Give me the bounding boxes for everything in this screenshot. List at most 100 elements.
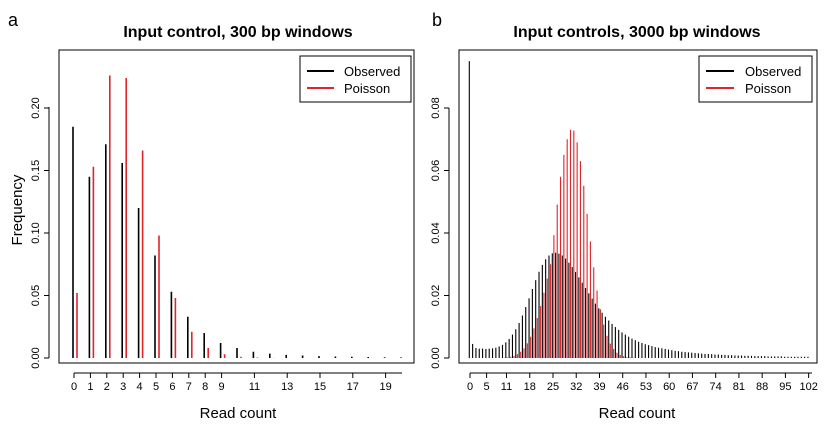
observed-bar [551,253,553,358]
observed-bar [707,353,709,358]
poisson-bar [174,298,177,358]
observed-bar [203,333,205,358]
observed-bar [737,355,739,358]
poisson-bar [626,357,628,358]
plot-frame [58,49,415,364]
observed-bar [804,356,806,358]
x-tick-label: 0 [71,381,77,393]
poisson-bar [92,166,95,358]
observed-bar [767,356,769,358]
observed-bar [505,342,507,359]
observed-bar [252,351,255,358]
observed-bar [508,338,510,358]
observed-bar [588,293,590,358]
poisson-bar [616,352,618,358]
observed-bar [691,352,693,358]
x-tick-label: 60 [663,381,675,393]
y-tick-label: 0.00 [30,347,42,368]
poisson-bar [546,278,548,359]
observed-bar [525,307,527,358]
observed-bar [545,259,547,358]
poisson-bar [586,213,588,358]
x-tick-label: 74 [710,381,722,393]
observed-bar [301,355,304,358]
observed-bar [727,355,729,358]
poisson-bar [613,348,615,358]
observed-bar [677,351,680,359]
observed-bar [648,345,650,358]
observed-bar [664,348,666,358]
y-tick-label: 0.02 [430,285,442,306]
observed-bar [236,348,238,358]
legend-label-poisson: Poisson [745,81,791,96]
observed-bar [555,252,557,358]
observed-bar [750,355,753,358]
x-tick-label: 17 [347,381,359,393]
x-tick-label: 3 [120,381,126,393]
observed-bar [734,355,736,358]
observed-bar [285,354,287,359]
y-tick-label: 0.05 [30,285,42,306]
poisson-bar [583,185,585,358]
poisson-bar [540,306,542,359]
poisson-bar [589,241,591,358]
observed-bar [538,271,540,358]
observed-bar [657,347,660,358]
observed-bar [491,348,494,358]
observed-bar [495,347,497,358]
observed-bar [531,288,533,358]
poisson-bar [553,235,555,358]
observed-bar [611,323,613,358]
observed-bar [334,356,337,358]
observed-bar [701,353,703,359]
poisson-bar [543,292,545,358]
x-tick-label: 1 [87,381,93,393]
observed-bar [482,348,484,359]
observed-bar [797,356,799,358]
y-tick-label: 0.20 [30,97,42,118]
poisson-bar [536,318,538,358]
observed-bar [757,356,759,358]
poisson-bar [563,154,565,359]
observed-bar [628,336,630,358]
poisson-bar [623,356,625,358]
observed-bar [105,144,107,358]
x-tick-label: 5 [484,381,490,393]
observed-bar [731,355,733,358]
x-tick-label: 4 [137,381,143,393]
poisson-bar [526,343,528,358]
observed-bar [787,356,789,358]
poisson-bar [606,335,608,358]
bars [468,61,809,359]
x-tick-label: 15 [314,381,326,393]
poisson-bar [523,348,525,358]
observed-bar [498,346,500,358]
x-tick-label: 7 [186,381,192,393]
observed-bar [561,255,563,358]
observed-bar [740,355,743,358]
observed-bar [717,354,719,358]
x-tick-label: 18 [524,381,536,393]
observed-bar [581,282,583,358]
observed-bar [400,357,402,359]
poisson-bar [533,328,535,358]
observed-bar [784,356,786,358]
observed-bar [511,334,514,358]
panel-a: a Input control, 300 bp windows 0.00 0.05… [8,10,415,422]
observed-bar [318,356,320,359]
poisson-bar [569,129,572,358]
observed-bar [681,351,683,358]
poisson-bar [256,357,259,358]
observed-bar [764,356,766,358]
observed-bar [515,329,517,358]
observed-bar [535,280,537,358]
poisson-bar [559,176,562,358]
x-tick-label: 5 [153,381,159,393]
x-axis-label: Read count [599,405,677,422]
observed-bar [187,316,189,358]
observed-bar [604,316,606,358]
observed-bar [634,340,636,358]
y-tick-label: 0.00 [430,347,442,368]
observed-bar [631,338,633,359]
